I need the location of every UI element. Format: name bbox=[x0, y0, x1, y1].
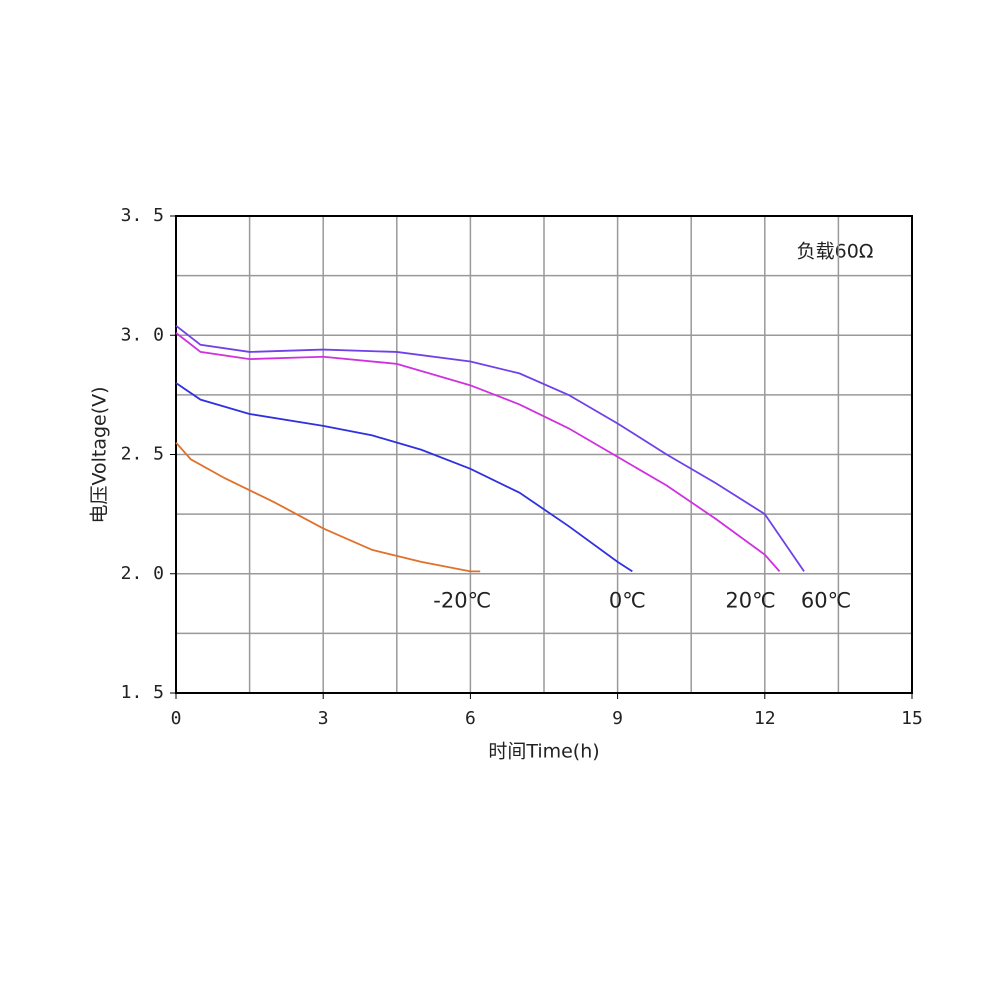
x-tick-label: 6 bbox=[465, 708, 476, 729]
x-axis-label: 时间Time(h) bbox=[488, 741, 599, 763]
annotation: 负载60Ω bbox=[797, 241, 874, 263]
x-tick-label: 9 bbox=[612, 708, 623, 729]
series-label: 0℃ bbox=[609, 588, 646, 612]
x-tick-label: 3 bbox=[318, 708, 329, 729]
y-tick-label: 2. 0 bbox=[121, 563, 164, 584]
y-tick-label: 3. 5 bbox=[121, 205, 164, 226]
series-label: -20℃ bbox=[433, 588, 491, 612]
y-axis-label: 电压Voltage(V) bbox=[89, 386, 111, 523]
y-tick-label: 3. 0 bbox=[121, 324, 164, 345]
x-tick-label: 0 bbox=[171, 708, 182, 729]
line bbox=[175, 441, 481, 573]
y-tick-label: 2. 5 bbox=[121, 444, 164, 465]
series-label: 60℃ bbox=[801, 588, 851, 612]
line bbox=[175, 382, 633, 573]
series-label: 20℃ bbox=[725, 588, 775, 612]
y-tick-label: 1. 5 bbox=[121, 682, 164, 703]
line bbox=[175, 324, 805, 572]
x-tick-label: 12 bbox=[754, 708, 776, 729]
line bbox=[175, 332, 781, 572]
x-tick-label: 15 bbox=[901, 708, 923, 729]
plot-frame bbox=[175, 215, 913, 694]
